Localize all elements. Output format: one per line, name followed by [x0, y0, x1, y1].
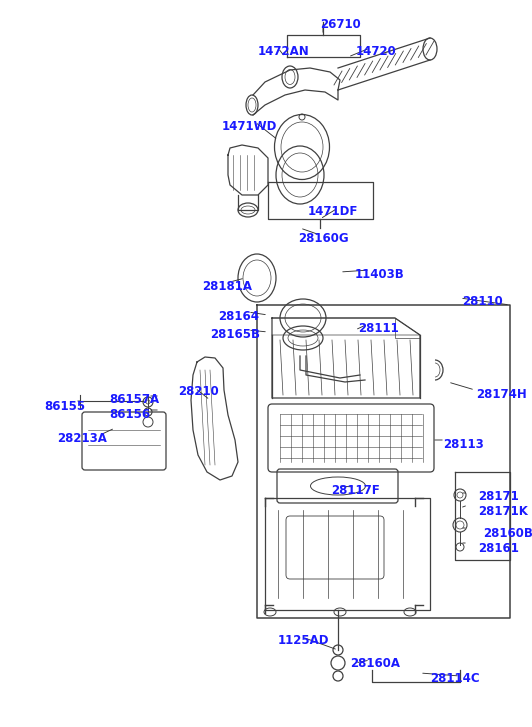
Text: 28160G: 28160G	[298, 232, 348, 245]
Text: 86157A: 86157A	[109, 393, 159, 406]
Text: 28171: 28171	[478, 490, 519, 503]
Text: 28110: 28110	[462, 295, 503, 308]
Text: 86155: 86155	[44, 400, 85, 413]
Text: 28113: 28113	[443, 438, 484, 451]
Text: 28114C: 28114C	[430, 672, 480, 685]
Text: 28210: 28210	[178, 385, 219, 398]
Text: 28181A: 28181A	[202, 280, 252, 293]
Text: 14720: 14720	[356, 45, 397, 58]
Text: 1472AN: 1472AN	[258, 45, 310, 58]
Text: 28111: 28111	[358, 322, 399, 335]
Text: 28165B: 28165B	[210, 328, 260, 341]
Text: 26710: 26710	[320, 18, 361, 31]
Text: 86156: 86156	[109, 408, 150, 421]
Text: 28174H: 28174H	[476, 388, 527, 401]
Text: 28171K: 28171K	[478, 505, 528, 518]
Text: 28117F: 28117F	[331, 484, 380, 497]
Text: 28160B: 28160B	[483, 527, 532, 540]
Text: 28161: 28161	[478, 542, 519, 555]
Text: 1125AD: 1125AD	[278, 634, 329, 647]
Text: 1471WD: 1471WD	[222, 120, 277, 133]
Text: 1471DF: 1471DF	[308, 205, 359, 218]
Text: 28160A: 28160A	[350, 657, 400, 670]
Text: 11403B: 11403B	[355, 268, 405, 281]
Text: 28213A: 28213A	[57, 432, 107, 445]
Text: 28164: 28164	[218, 310, 259, 323]
